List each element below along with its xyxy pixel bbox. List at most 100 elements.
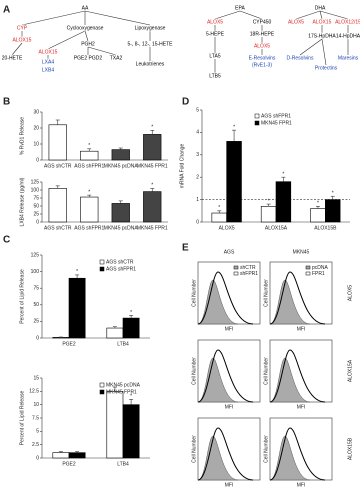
bar: [226, 141, 242, 223]
y-axis-label: Cell Number: [263, 435, 269, 463]
connector: [319, 10, 323, 20]
y-tick-label: 25: [33, 319, 39, 325]
node-label: 14-HpDHA: [336, 33, 360, 39]
legend-label: pcDNA: [312, 265, 329, 271]
x-tick-label: AGS shFPR1: [74, 163, 104, 169]
bar: [275, 181, 292, 223]
y-tick-label: 50: [33, 302, 39, 308]
y-tick-label: 0: [196, 219, 199, 225]
node-label: LTB5: [209, 73, 221, 79]
y-tick-label: 5: [36, 429, 39, 435]
y-tick-label: 125: [31, 252, 40, 258]
bar: [143, 134, 162, 161]
x-axis-label: MFI: [297, 482, 306, 488]
bar: [122, 317, 140, 339]
node-label: CYP: [17, 25, 28, 31]
significance: *: [151, 183, 153, 189]
significance: *: [130, 310, 132, 316]
connector: [299, 38, 323, 56]
bar: [80, 196, 99, 223]
y-axis-label: Percent of Lipid Release: [19, 391, 25, 446]
legend-swatch: [99, 259, 105, 265]
bar: [111, 149, 130, 161]
y-tick-label: 75: [33, 195, 39, 201]
node-label: 5-, 8-, 12-, 15-HETE: [127, 41, 173, 47]
node-label: Leukotrienes: [136, 61, 165, 67]
y-tick-label: 50: [33, 203, 39, 209]
node-label: ALOX15: [39, 49, 58, 55]
row-label: ALOX5: [347, 285, 353, 301]
y-axis-label: mRNA Fold Change: [179, 144, 185, 189]
legend-label: AGS shFPR1: [106, 266, 136, 272]
node-label: Maresins: [338, 55, 359, 61]
node-label: AA: [82, 5, 89, 11]
x-axis-label: MFI: [297, 326, 306, 332]
significance: *: [151, 125, 153, 131]
y-axis-label: Cell Number: [191, 435, 197, 463]
histogram-line: [269, 349, 326, 403]
node-label: EPA: [235, 5, 245, 11]
node-label: PGE2 PGD2: [74, 55, 103, 61]
y-tick-label: 15: [33, 375, 39, 381]
row-label: ALOX15B: [347, 437, 353, 460]
x-axis-label: MFI: [297, 404, 306, 410]
node-label: DHA: [315, 5, 326, 11]
node-label: ALOX15: [13, 37, 32, 43]
bar: [52, 337, 70, 339]
y-tick-label: 100: [31, 187, 40, 193]
histogram-filled: [197, 435, 239, 481]
x-tick-label: LTB4: [117, 341, 129, 347]
x-tick-label: AGS shCTR: [44, 163, 72, 169]
node-label: 5-HEPE: [206, 31, 225, 37]
histogram-line: [269, 427, 326, 481]
significance: *: [233, 124, 235, 130]
histogram-filled: [197, 357, 239, 403]
node-label: Protectins: [315, 65, 338, 71]
bar: [68, 277, 86, 339]
connector: [84, 30, 89, 42]
connector: [84, 10, 151, 26]
significance: *: [268, 198, 270, 204]
histogram-filled: [197, 279, 239, 325]
y-tick-label: 3: [196, 152, 199, 158]
y-tick-label: 0: [36, 335, 39, 341]
legend-swatch: [99, 389, 105, 395]
legend-swatch: [254, 113, 260, 119]
significance: *: [76, 269, 78, 275]
x-axis-label: MFI: [225, 482, 234, 488]
node-label: CYP450: [253, 19, 272, 25]
histogram-line: [269, 271, 326, 325]
y-tick-label: 10: [33, 141, 39, 147]
x-tick-label: MKN45 FPR1: [137, 163, 168, 169]
y-axis-label: Cell Number: [191, 357, 197, 385]
histogram-line: [197, 271, 254, 325]
histogram-filled: [269, 357, 311, 403]
connector: [47, 30, 86, 50]
y-axis-label: % RvD1 Release: [19, 117, 25, 155]
node-label: ALOX15: [313, 19, 332, 25]
significance: *: [218, 205, 220, 211]
y-tick-label: 10: [33, 402, 39, 408]
legend-label: AGS shCTR: [106, 259, 134, 265]
y-axis-label: Cell Number: [263, 279, 269, 307]
bar: [143, 191, 162, 223]
bar: [325, 199, 341, 223]
connector: [21, 10, 86, 26]
significance: *: [332, 191, 334, 197]
significance: *: [130, 394, 132, 400]
panel-label: E: [182, 243, 189, 254]
bar: [80, 150, 99, 161]
legend-swatch: [99, 382, 105, 388]
connector: [321, 38, 327, 66]
bar: [122, 404, 140, 459]
legend-swatch: [254, 120, 260, 126]
histogram-line: [197, 427, 254, 481]
x-tick-label: AGS shFPR1: [74, 225, 104, 231]
bar: [52, 452, 70, 459]
bar: [211, 212, 227, 223]
node-label: Cyclooxygenase: [67, 25, 104, 31]
x-tick-label: MKN45 pcDNA: [104, 225, 139, 231]
legend-swatch: [305, 271, 311, 276]
legend-label: MKN45 FPR1: [261, 120, 292, 126]
